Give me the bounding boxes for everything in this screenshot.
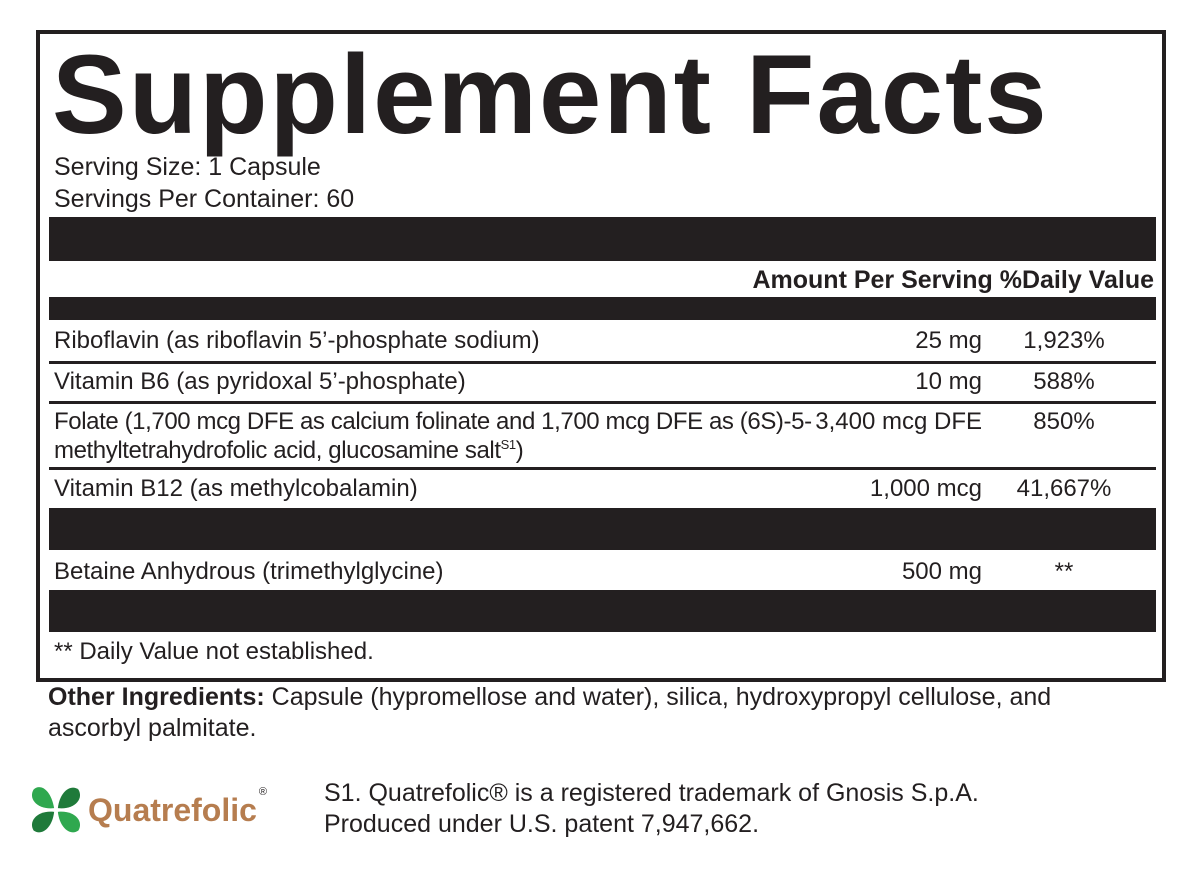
supplement-facts-panel: Supplement Facts Serving Size: 1 Capsule… — [36, 30, 1166, 682]
logo-registered-mark: ® — [258, 786, 268, 798]
ingredient-amount: 500 mg — [901, 558, 982, 585]
row-divider — [49, 401, 1156, 404]
divider-bar — [49, 508, 1156, 550]
divider-bar — [49, 297, 1156, 320]
logo-text: Quatrefolic — [88, 791, 257, 828]
ingredient-dv: ** — [1054, 558, 1074, 585]
four-leaf-clover-icon — [31, 787, 81, 833]
serving-size: Serving Size: 1 Capsule — [54, 153, 321, 181]
ingredient-name: Riboflavin (as riboflavin 5’-phosphate s… — [54, 327, 540, 354]
ingredient-name: Vitamin B12 (as methylcobalamin) — [54, 475, 418, 502]
column-header: Amount Per Serving %Daily Value — [752, 266, 1154, 295]
ingredient-amount: 1,000 mcg — [869, 475, 982, 502]
ingredient-amount: 25 mg — [915, 327, 982, 354]
ingredient-dv: 850% — [1033, 408, 1095, 435]
dv-header: %Daily Value — [999, 266, 1154, 294]
other-ingredients: Other Ingredients: Capsule (hypromellose… — [48, 682, 1148, 744]
ingredient-dv: 41,667% — [1016, 475, 1112, 502]
divider-bar — [49, 217, 1156, 261]
panel-title: Supplement Facts — [52, 32, 1049, 157]
footnote: ** Daily Value not established. — [54, 638, 374, 665]
other-ingredients-text: Capsule (hypromellose and water), silica… — [48, 683, 1052, 742]
row-divider — [49, 361, 1156, 364]
quatrefolic-logo: Quatrefolic ® — [28, 780, 318, 840]
ingredient-amount: 3,400 mcg DFE — [815, 408, 982, 435]
ingredient-name: Folate (1,700 mcg DFE as calcium folinat… — [54, 408, 812, 464]
trademark-note: S1. Quatrefolic® is a registered tradema… — [324, 779, 979, 838]
amount-header: Amount Per Serving — [752, 266, 993, 294]
divider-bar — [49, 590, 1156, 632]
ingredient-name: Vitamin B6 (as pyridoxal 5’-phosphate) — [54, 368, 466, 395]
other-ingredients-label: Other Ingredients: — [48, 683, 265, 711]
ingredient-dv: 1,923% — [1023, 327, 1105, 354]
servings-per-container: Servings Per Container: 60 — [54, 185, 355, 213]
row-divider — [49, 467, 1156, 470]
ingredient-amount: 10 mg — [915, 368, 982, 395]
ingredient-dv: 588% — [1033, 368, 1095, 395]
ingredient-name: Betaine Anhydrous (trimethylglycine) — [54, 558, 444, 585]
